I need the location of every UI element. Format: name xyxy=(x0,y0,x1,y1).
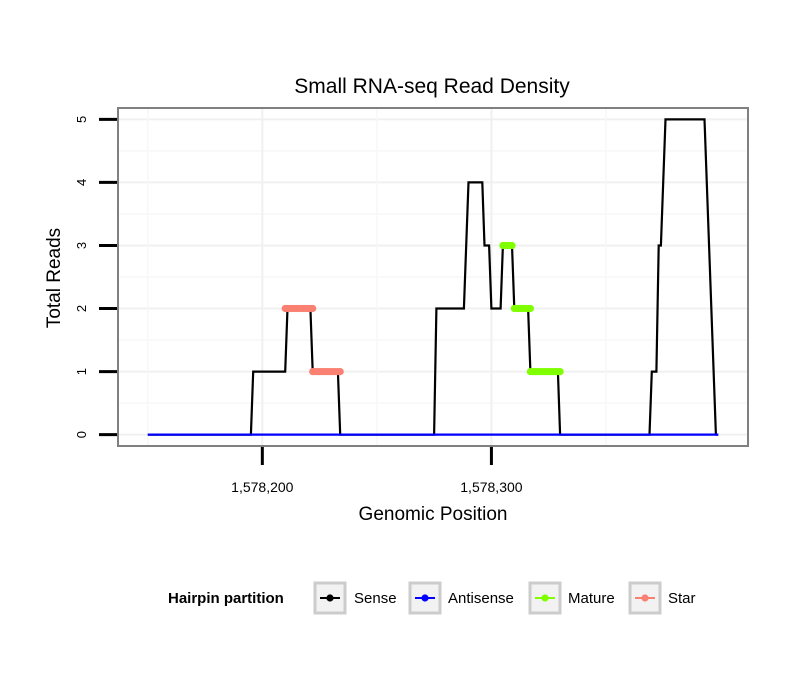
legend-label: Sense xyxy=(354,590,397,607)
grid-lines xyxy=(118,108,748,446)
series-segment-mature xyxy=(526,368,564,376)
series-segment-mature xyxy=(499,241,516,250)
y-tick-label: 1 xyxy=(74,368,89,375)
data-point-star xyxy=(309,304,317,313)
plot-border xyxy=(117,107,749,447)
legend-label: Antisense xyxy=(448,590,514,607)
series-segment-star xyxy=(281,304,317,313)
x-tick-label: 1,578,200 xyxy=(231,479,293,495)
legend-key-dot xyxy=(541,594,549,602)
series-segment-mature xyxy=(510,304,535,313)
chart-title: Small RNA-seq Read Density xyxy=(294,75,570,98)
legend-item-mature: Mature xyxy=(528,581,615,615)
x-axis: 1,578,200 1,578,300 xyxy=(231,447,523,495)
y-axis: 0 1 2 3 4 5 xyxy=(74,116,117,438)
legend-items: Sense Antisense Mature Star xyxy=(313,581,696,615)
legend-label: Star xyxy=(668,590,696,607)
x-axis-label: Genomic Position xyxy=(359,504,508,525)
y-axis-label: Total Reads xyxy=(44,228,65,328)
y-tick-label: 2 xyxy=(74,305,89,312)
y-tick-label: 5 xyxy=(74,116,89,123)
series-line-sense xyxy=(147,118,719,436)
legend-key-dot xyxy=(326,594,334,602)
data-point-star xyxy=(336,368,344,376)
y-tick-label: 3 xyxy=(74,242,89,249)
data-point-mature xyxy=(556,368,564,376)
x-tick-label: 1,578,300 xyxy=(460,479,522,495)
series-layer xyxy=(147,118,719,436)
data-point-mature xyxy=(508,241,516,250)
legend-item-antisense: Antisense xyxy=(408,581,514,615)
legend-item-sense: Sense xyxy=(313,581,397,615)
legend-key-dot xyxy=(641,594,649,602)
legend-title: Hairpin partition xyxy=(168,590,284,607)
y-tick-label: 0 xyxy=(74,431,89,438)
y-tick-label: 4 xyxy=(74,179,89,186)
legend-label: Mature xyxy=(568,590,615,607)
legend-key-dot xyxy=(421,594,429,602)
data-point-mature xyxy=(526,304,535,313)
series-segment-star xyxy=(309,368,344,376)
legend-item-star: Star xyxy=(628,581,696,615)
legend: Hairpin partition Sense Antisense Mature St… xyxy=(168,581,696,615)
